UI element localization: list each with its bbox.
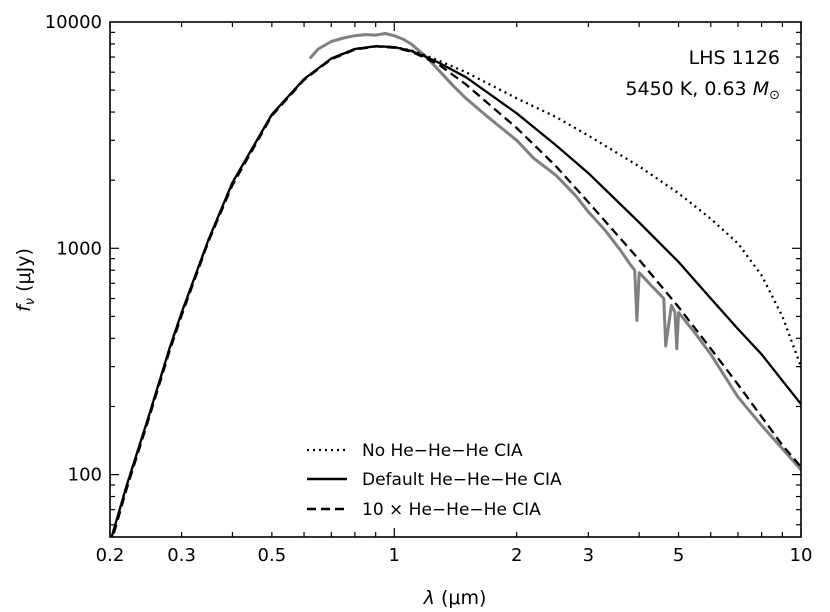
y-tick-label: 100: [68, 465, 102, 486]
axis-tick-labels: 0.2 0.3 0.5 1 2 3 5 10 100 1000 10000: [45, 12, 813, 566]
legend-label-10x-cia: 10 × He−He−He CIA: [362, 500, 541, 520]
x-tick-label: 0.3: [167, 545, 196, 566]
x-tick-label: 1: [389, 545, 400, 566]
y-tick-label: 1000: [56, 238, 102, 259]
x-tick-label: 0.2: [96, 545, 125, 566]
annotation-star-name: LHS 1126: [689, 47, 780, 69]
series-10x-cia-line: [111, 45, 801, 537]
axis-ticks: [109, 22, 802, 537]
x-tick-label: 3: [583, 545, 594, 566]
series-observed-spectrum-line: [308, 32, 801, 471]
plot-frame: [109, 21, 802, 538]
x-tick-label: 0.5: [258, 545, 287, 566]
annotation-star-params: 5450 K, 0.63 M⊙: [625, 78, 780, 103]
x-tick-label: 5: [673, 545, 684, 566]
y-axis-label: fν (μJy): [13, 248, 38, 312]
legend-label-default-cia: Default He−He−He CIA: [362, 470, 562, 490]
series-no-cia-line: [110, 45, 801, 537]
x-tick-label: 10: [790, 545, 813, 566]
legend-label-no-cia: No He−He−He CIA: [362, 441, 523, 461]
legend: No He−He−He CIA Default He−He−He CIA 10 …: [307, 441, 562, 520]
y-tick-label: 10000: [45, 12, 102, 33]
series-default-cia-line: [110, 45, 801, 537]
x-axis-label: λ (μm): [423, 587, 487, 609]
x-tick-label: 2: [511, 545, 522, 566]
plot-area: [110, 32, 801, 537]
annotation: LHS 1126 5450 K, 0.63 M⊙: [625, 47, 780, 103]
